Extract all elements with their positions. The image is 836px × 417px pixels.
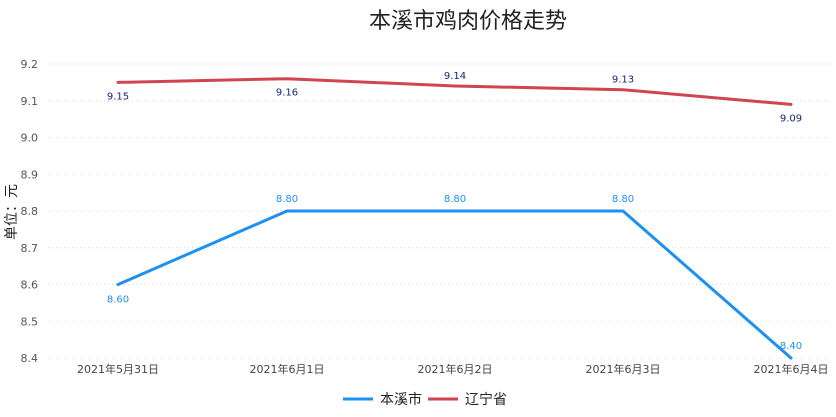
y-tick-label: 9.1 <box>21 95 39 108</box>
data-label: 8.60 <box>107 295 129 306</box>
data-label: 8.80 <box>276 194 298 205</box>
chart-title: 本溪市鸡肉价格走势 <box>369 9 567 34</box>
x-tick-label: 2021年6月1日 <box>250 362 325 376</box>
y-tick-label: 8.7 <box>21 242 39 255</box>
x-tick-label: 2021年6月2日 <box>418 362 493 376</box>
data-labels: 8.60 8.80 8.80 8.80 8.40 9.15 9.16 9.14 9.13 9.09 <box>107 71 802 352</box>
series-line-0[interactable] <box>116 209 793 360</box>
y-tick-label: 8.9 <box>21 168 39 181</box>
data-label: 9.14 <box>444 71 466 82</box>
y-tick-label: 8.8 <box>21 205 39 218</box>
data-label: 9.16 <box>276 88 298 99</box>
x-tick-label: 2021年6月3日 <box>586 362 661 376</box>
legend-label: 辽宁省 <box>465 391 507 408</box>
series-group <box>116 77 793 360</box>
y-tick-label: 9.2 <box>21 58 39 71</box>
data-label: 8.40 <box>780 341 802 352</box>
y-axis-label: 单位：元 <box>4 184 20 240</box>
y-tick-label: 9.0 <box>21 132 39 145</box>
y-tick-label: 8.4 <box>21 352 39 365</box>
legend-item-0[interactable]: 本溪市 <box>343 391 422 408</box>
y-axis: 8.4 8.5 8.6 8.7 8.8 8.9 9.0 9.1 9.2 <box>21 58 39 365</box>
y-tick-label: 8.5 <box>21 315 39 328</box>
y-tick-label: 8.6 <box>21 279 39 292</box>
data-label: 9.15 <box>107 91 129 102</box>
data-label: 9.09 <box>780 113 802 124</box>
legend-item-1[interactable]: 辽宁省 <box>428 391 507 408</box>
x-tick-label: 2021年5月31日 <box>77 362 159 376</box>
x-tick-label: 2021年6月4日 <box>754 362 829 376</box>
x-axis: 2021年5月31日 2021年6月1日 2021年6月2日 2021年6月3日 202… <box>77 362 829 376</box>
data-label: 9.13 <box>612 75 634 86</box>
series-line-1[interactable] <box>116 77 793 106</box>
data-label: 8.80 <box>612 194 634 205</box>
legend-label: 本溪市 <box>380 391 422 408</box>
legend[interactable]: 本溪市 辽宁省 <box>343 391 507 408</box>
data-label: 8.80 <box>444 194 466 205</box>
